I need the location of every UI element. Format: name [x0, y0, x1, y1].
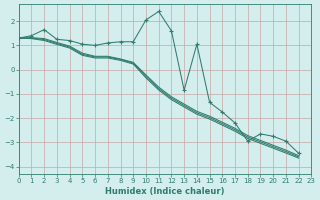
X-axis label: Humidex (Indice chaleur): Humidex (Indice chaleur): [105, 187, 225, 196]
